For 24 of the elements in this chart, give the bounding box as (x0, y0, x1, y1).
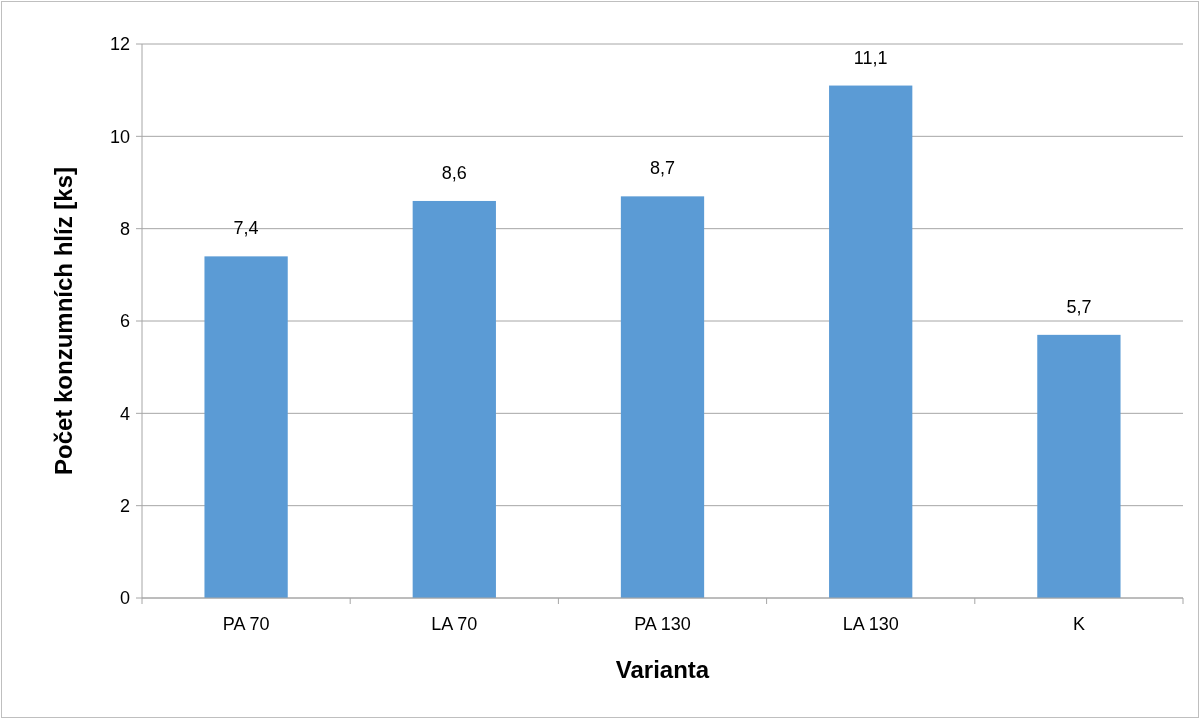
x-axis-title: Varianta (615, 656, 710, 683)
y-tick-label: 2 (119, 495, 130, 516)
y-tick-label: 12 (109, 34, 130, 55)
y-tick-label: 10 (109, 126, 130, 147)
bar (1037, 334, 1121, 598)
data-label: 8,7 (649, 158, 676, 179)
x-tick-label: PA 130 (634, 614, 691, 634)
data-label: 5,7 (1066, 296, 1092, 317)
data-label: 11,1 (853, 47, 888, 68)
y-tick-label: 6 (119, 311, 130, 332)
x-tick-label: LA 130 (842, 614, 899, 634)
bar (829, 85, 913, 598)
x-tick-label: PA 70 (222, 614, 270, 634)
bar (412, 200, 496, 598)
y-tick-label: 4 (119, 403, 130, 424)
x-tick-label: K (1072, 614, 1085, 634)
data-label: 8,6 (441, 162, 467, 183)
data-label: 7,4 (233, 218, 259, 239)
y-tick-label: 8 (119, 218, 130, 239)
y-axis-title: Počet konzumních hlíz [ks] (50, 166, 77, 476)
y-tick-label: 0 (119, 588, 130, 609)
bar (620, 196, 705, 598)
x-tick-label: LA 70 (431, 614, 478, 634)
bar (204, 256, 288, 598)
